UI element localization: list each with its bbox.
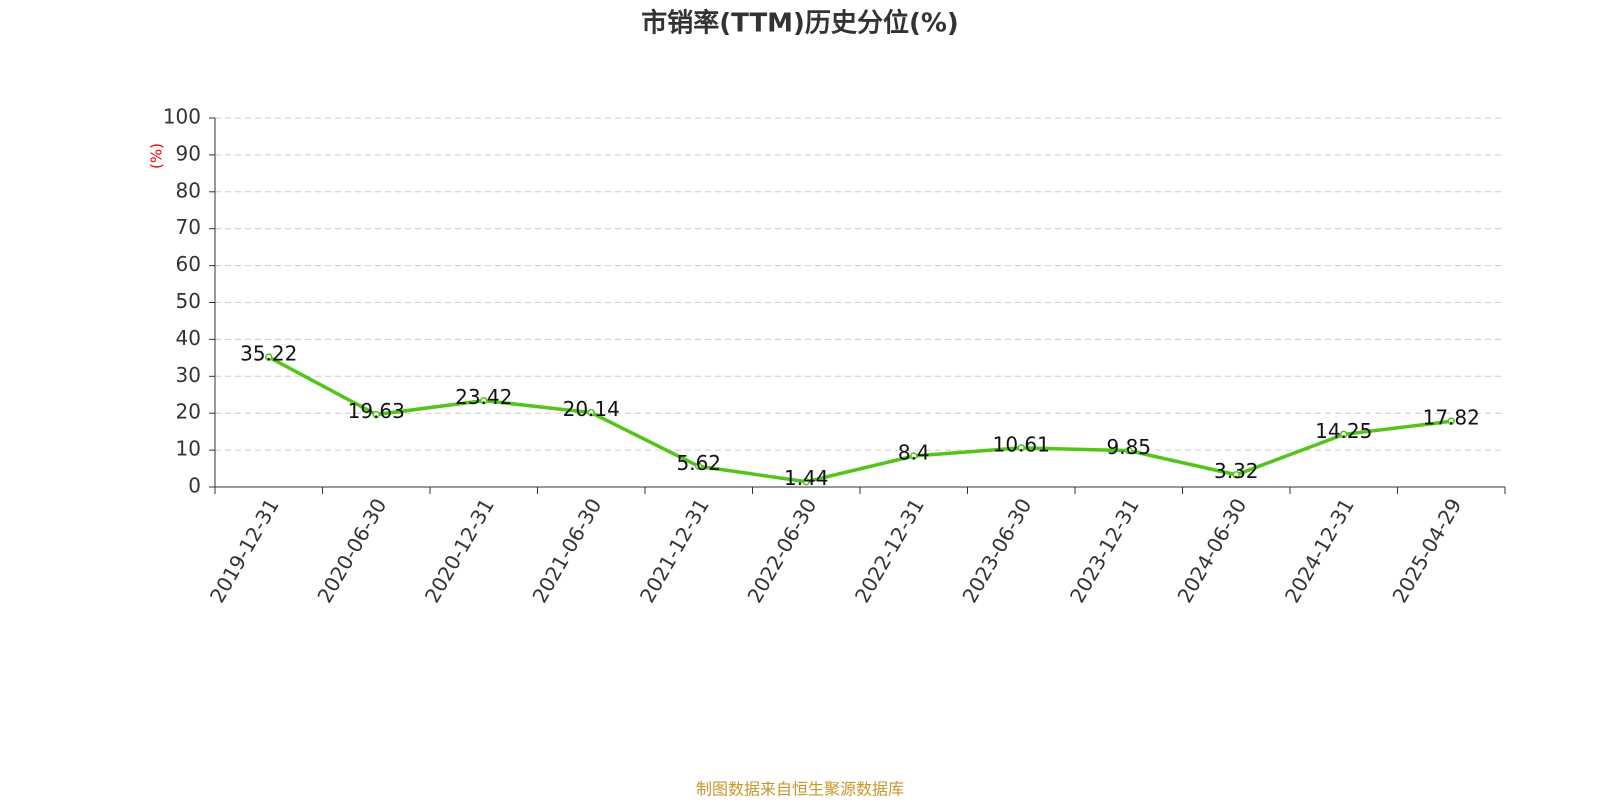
y-tick-label: 30 bbox=[176, 363, 201, 387]
data-label: 17.82 bbox=[1423, 406, 1480, 430]
point bbox=[265, 353, 273, 361]
y-tick-label: 100 bbox=[163, 105, 201, 129]
point bbox=[1017, 444, 1025, 452]
x-tick-label: 2022-06-30 bbox=[742, 494, 821, 607]
y-tick-label: 10 bbox=[176, 437, 201, 461]
point bbox=[1447, 417, 1455, 425]
point bbox=[910, 452, 918, 460]
y-tick-label: 50 bbox=[176, 289, 201, 313]
x-tick-label: 2020-06-30 bbox=[312, 494, 391, 607]
data-label: 20.14 bbox=[563, 397, 620, 421]
y-axis-label: (%) bbox=[148, 143, 166, 169]
data-label: 23.42 bbox=[455, 385, 512, 409]
line bbox=[267, 355, 1452, 484]
data-label: 14.25 bbox=[1315, 419, 1372, 443]
data-label: 1.44 bbox=[784, 466, 829, 490]
data-label: 35.22 bbox=[240, 342, 297, 366]
point bbox=[480, 396, 488, 405]
data-label: 8.4 bbox=[898, 441, 930, 465]
point bbox=[1340, 430, 1348, 439]
data-label: 9.85 bbox=[1106, 435, 1151, 459]
point bbox=[372, 410, 380, 419]
point bbox=[1125, 446, 1133, 455]
x-tick-label: 2023-12-31 bbox=[1065, 494, 1144, 607]
y-tick-label: 90 bbox=[176, 141, 201, 165]
y-tick-label: 70 bbox=[176, 215, 201, 239]
point bbox=[1232, 470, 1240, 479]
point bbox=[587, 408, 595, 417]
chart-title: 市销率(TTM)历史分位(%) bbox=[641, 8, 959, 39]
x-tick-label: 2024-06-30 bbox=[1172, 494, 1251, 607]
y-tick-label: 80 bbox=[176, 178, 201, 202]
data-label: 3.32 bbox=[1214, 459, 1259, 483]
data-label: 19.63 bbox=[348, 399, 405, 423]
x-tick-label: 2022-12-31 bbox=[850, 494, 929, 607]
point bbox=[695, 462, 703, 471]
x-tick-label: 2021-06-30 bbox=[527, 494, 606, 607]
y-tick-label: 40 bbox=[176, 326, 201, 350]
y-tick-label: 20 bbox=[176, 400, 201, 424]
y-tick-label: 0 bbox=[188, 474, 201, 498]
x-tick-label: 2019-12-31 bbox=[205, 494, 284, 607]
point bbox=[802, 477, 810, 486]
x-tick-label: 2023-06-30 bbox=[957, 494, 1036, 607]
y-tick-label: 60 bbox=[176, 252, 201, 276]
x-tick-label: 2021-12-31 bbox=[635, 494, 714, 607]
source-note: 制图数据来自恒生聚源数据库 bbox=[696, 780, 904, 799]
x-tick-label: 2024-12-31 bbox=[1280, 494, 1359, 607]
x-tick-label: 2020-12-31 bbox=[420, 494, 499, 607]
data-label: 5.62 bbox=[676, 451, 721, 475]
data-label: 10.61 bbox=[993, 432, 1050, 456]
x-tick-label: 2025-04-29 bbox=[1387, 494, 1466, 607]
